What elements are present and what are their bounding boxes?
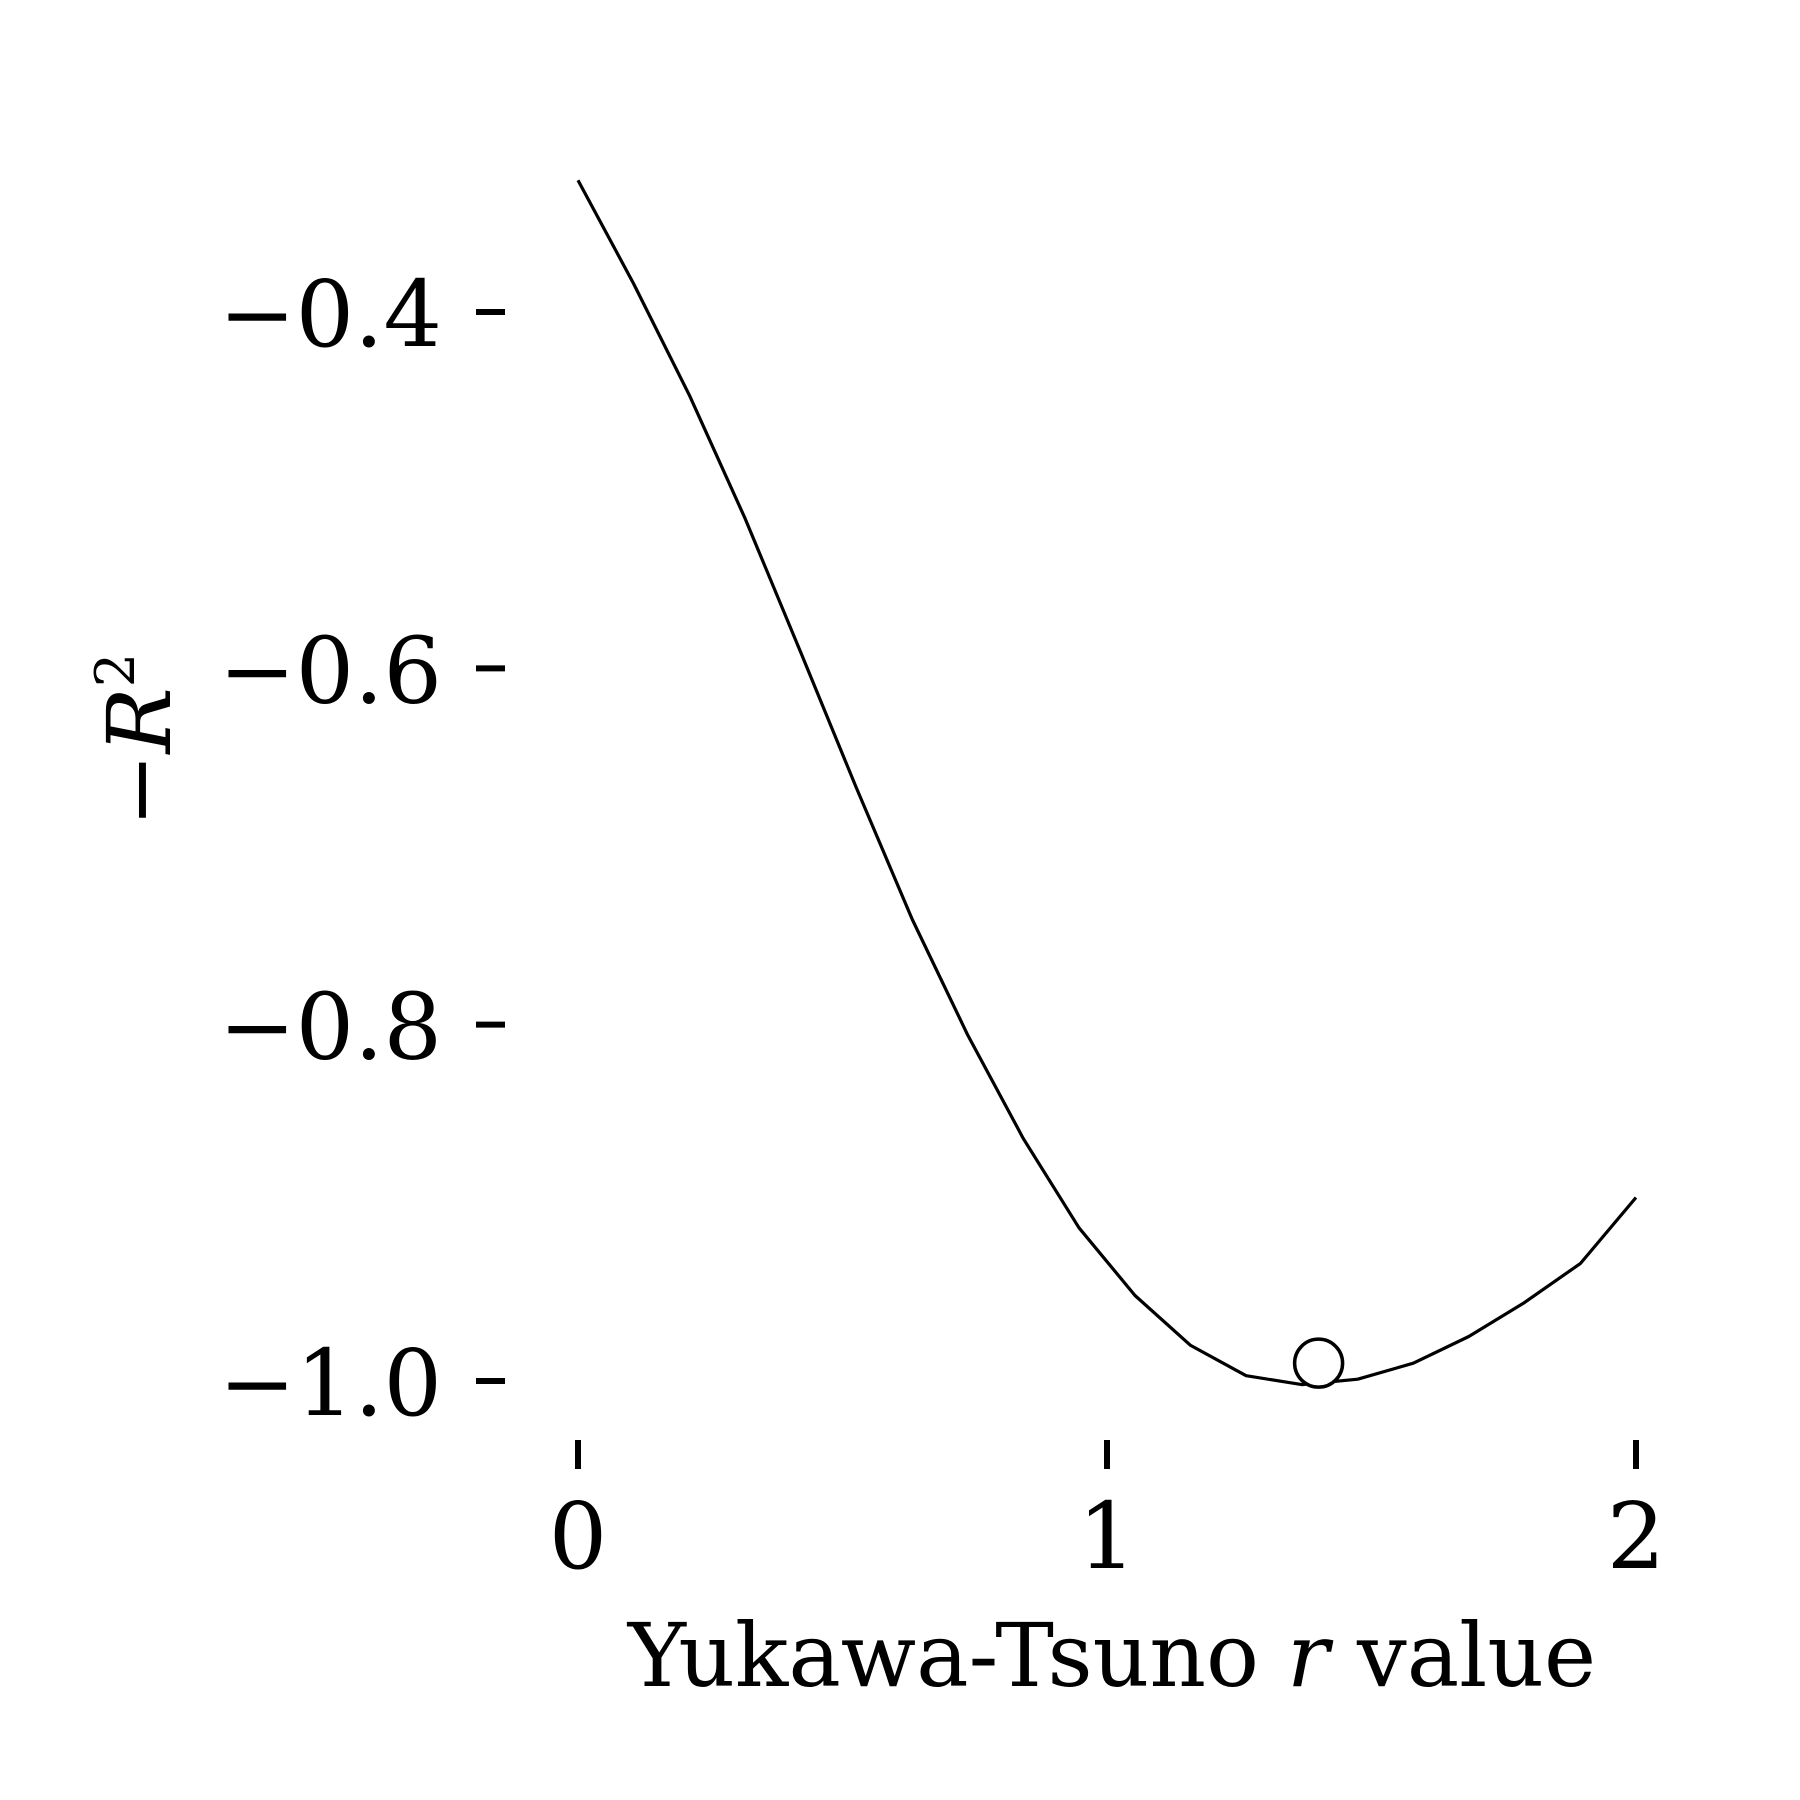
x-tick-label: 1 [1078, 1483, 1137, 1590]
x-axis-label-suffix: value [1329, 1604, 1596, 1707]
y-tick-label: −0.6 [219, 617, 442, 724]
x-axis-label: Yukawa-Tsuno r value [627, 1604, 1596, 1707]
x-axis: 0 1 2 [549, 1440, 1666, 1590]
y-axis-label: −R2 [84, 653, 191, 827]
x-tick-label: 2 [1607, 1483, 1666, 1590]
series-line [576, 179, 1638, 1387]
plot-area [576, 179, 1638, 1389]
x-axis-label-prefix: Yukawa-Tsuno [627, 1604, 1287, 1707]
x-axis-label-symbol: r [1287, 1604, 1334, 1707]
y-tick-label: −1.0 [219, 1330, 442, 1437]
y-axis-label-superscript: 2 [84, 653, 147, 687]
y-tick-label: −0.8 [219, 974, 442, 1081]
x-tick-label: 0 [549, 1483, 608, 1590]
y-axis-label-sign: − [88, 753, 191, 827]
y-tick-label: −0.4 [219, 261, 442, 368]
minimum-marker [1292, 1337, 1345, 1389]
y-axis-label-symbol: R [88, 687, 191, 755]
y-axis: −0.4 −0.6 −0.8 −1.0 [219, 261, 505, 1437]
